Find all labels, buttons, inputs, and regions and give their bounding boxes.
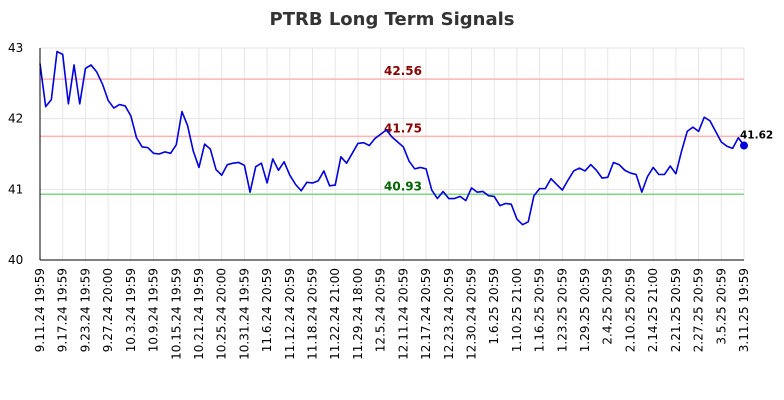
x-tick-label: 1.6.25 20:59 [487, 268, 501, 345]
x-tick-label: 9.17.24 19:59 [56, 268, 70, 352]
last-price-label: 41.62 [740, 130, 773, 142]
x-tick-label: 2.21.25 20:59 [669, 268, 683, 352]
x-tick-label: 9.11.24 19:59 [33, 268, 47, 352]
grid [39, 47, 745, 261]
x-tick-label: 1.16.25 20:59 [533, 268, 547, 352]
x-tick-label: 10.9.24 19:59 [147, 268, 161, 352]
x-tick-label: 10.15.24 19:59 [169, 268, 183, 360]
x-tick-label: 1.29.25 20:59 [578, 268, 592, 352]
x-tick-label: 12.17.24 20:59 [419, 268, 433, 360]
axes: 40 41 42 43 9.11.24 19:59 9.17.24 19:59 9.23.2… [8, 41, 751, 360]
x-tick-label: 10.25.24 20:00 [215, 268, 229, 360]
x-tick-label: 12.5.24 20:59 [374, 268, 388, 352]
y-tick-label: 41 [8, 182, 23, 196]
last-price-marker [740, 141, 748, 150]
y-tick-label: 43 [8, 41, 23, 55]
signal-level-label: 40.93 [384, 179, 422, 193]
x-tick-label: 2.14.25 21:00 [646, 268, 660, 352]
x-tick-label: 10.21.24 19:59 [192, 268, 206, 360]
x-tick-label: 2.27.25 20:59 [692, 268, 706, 352]
x-tick-label: 1.10.25 21:00 [510, 268, 524, 352]
x-tick-label: 12.23.24 20:59 [442, 268, 456, 360]
signal-level-label: 41.75 [384, 121, 422, 135]
signal-level-label: 42.56 [384, 64, 422, 78]
x-tick-label: 11.6.24 20:59 [260, 268, 274, 352]
x-tick-label: 3.5.25 20:59 [714, 268, 728, 345]
x-tick-label: 9.27.24 20:00 [101, 268, 115, 352]
x-tick-label: 12.30.24 20:59 [464, 268, 478, 360]
price-line [39, 50, 745, 226]
x-tick-label: 11.18.24 20:59 [306, 268, 320, 360]
x-tick-label: 2.10.25 20:59 [623, 268, 637, 352]
x-tick-label: 3.11.25 19:59 [737, 268, 751, 352]
x-tick-label: 2.4.25 20:59 [601, 268, 615, 345]
x-tick-label: 11.12.24 20:59 [283, 268, 297, 360]
x-tick-label: 10.3.24 19:59 [124, 268, 138, 352]
x-tick-label: 10.31.24 19:59 [237, 268, 251, 360]
x-tick-label: 1.23.25 20:59 [555, 268, 569, 352]
y-tick-label: 40 [8, 253, 23, 267]
chart-title: PTRB Long Term Signals [270, 9, 515, 30]
series: 41.62 [39, 50, 773, 226]
signal-levels: 42.56 41.75 40.93 [40, 64, 744, 196]
x-tick-label: 11.22.24 21:00 [328, 268, 342, 360]
y-tick-label: 42 [8, 112, 23, 126]
x-tick-label: 11.29.24 18:00 [351, 268, 365, 360]
x-tick-label: 12.11.24 20:59 [396, 268, 410, 360]
x-tick-label: 9.23.24 19:59 [78, 268, 92, 352]
